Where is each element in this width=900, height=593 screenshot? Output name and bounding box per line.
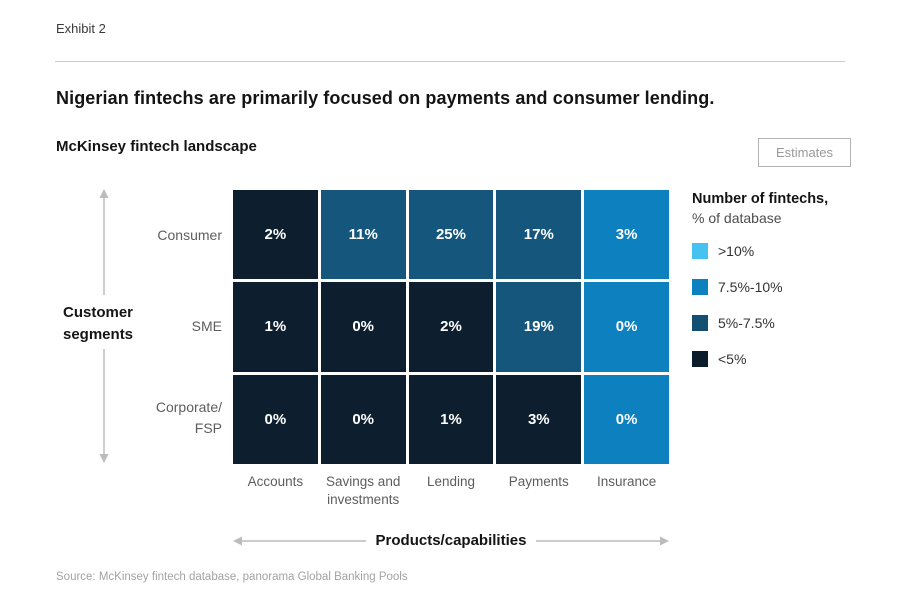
column-label: Lending (426, 474, 476, 489)
estimates-badge: Estimates (758, 138, 851, 167)
heatmap-cell: 3% (496, 374, 582, 464)
legend-swatch-icon (692, 315, 708, 331)
legend-item: >10% (692, 243, 872, 259)
legend-swatch-icon (692, 279, 708, 295)
legend-swatch-icon (692, 351, 708, 367)
legend-item: 7.5%-10% (692, 279, 872, 295)
top-divider (55, 61, 845, 62)
legend-item: 5%-7.5% (692, 315, 872, 331)
heatmap-cell: 0% (233, 374, 318, 464)
x-axis-title: Products/capabilities (375, 532, 527, 549)
source-note: Source: McKinsey fintech database, panor… (56, 571, 408, 583)
row-label: Consumer (157, 227, 222, 244)
legend-items: >10% 7.5%-10% 5%-7.5% <5% (692, 243, 872, 367)
legend-title: Number of fintechs, (692, 191, 829, 207)
column-label: Insurance (596, 474, 657, 489)
heatmap-cell: 0% (320, 282, 406, 372)
heatmap-column-labels: Accounts Savings and investments Lending Pa… (233, 473, 669, 509)
legend-label: >10% (718, 243, 755, 259)
heatmap-cell: 17% (496, 190, 582, 280)
legend-label: 7.5%-10% (718, 279, 783, 295)
heatmap-cell: 1% (233, 282, 318, 372)
heatmap-cell: 0% (584, 374, 669, 464)
legend-item: <5% (692, 351, 872, 367)
row-label: Corporate/ FSP (155, 399, 222, 437)
legend-swatch-icon (692, 243, 708, 259)
heatmap-cell: 1% (408, 374, 494, 464)
row-label: SME (191, 318, 222, 335)
exhibit-label: Exhibit 2 (56, 21, 106, 36)
column-label: Savings and investments (326, 474, 401, 507)
legend-label: <5% (718, 351, 747, 367)
heatmap-cell: 2% (233, 190, 318, 280)
x-axis-arrow-icon (233, 536, 669, 546)
legend: Number of fintechs, % of database >10% 7.… (692, 191, 872, 387)
column-label: Accounts (247, 474, 304, 489)
heatmap-cell: 25% (408, 190, 494, 280)
heatmap-cell: 19% (496, 282, 582, 372)
heatmap-cell: 3% (584, 190, 669, 280)
y-axis-title: Customer segments (63, 304, 134, 343)
legend-label: 5%-7.5% (718, 315, 775, 331)
heatmap-grid: 2% 11% 25% 17% 3% 1% 0% 2% 19% 0% 0% 0% 1% 3% 0% (233, 190, 669, 464)
y-axis-arrow-icon (99, 189, 109, 463)
legend-subtitle: % of database (692, 210, 782, 226)
column-label: Payments (508, 474, 569, 489)
chart-subtitle: McKinsey fintech landscape (56, 138, 257, 155)
page-title: Nigerian fintechs are primarily focused … (56, 88, 715, 108)
heatmap-cell: 0% (320, 374, 406, 464)
heatmap-cell: 0% (584, 282, 669, 372)
heatmap-cell: 2% (408, 282, 494, 372)
heatmap-row-labels: Consumer SME Corporate/ FSP (110, 190, 222, 464)
heatmap-cell: 11% (320, 190, 406, 280)
